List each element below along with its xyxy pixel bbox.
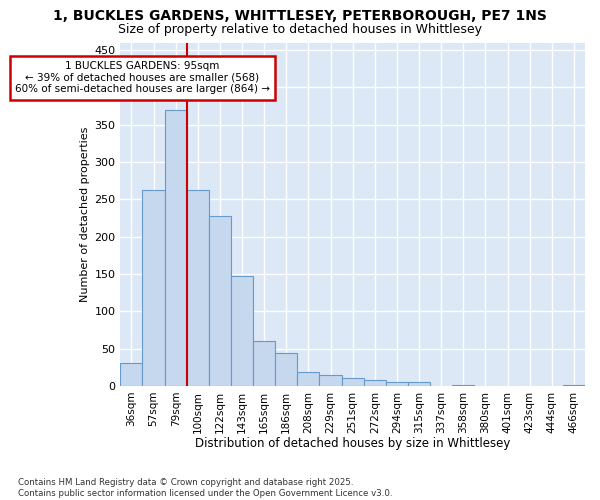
Bar: [408, 382, 430, 386]
Text: 1, BUCKLES GARDENS, WHITTLESEY, PETERBOROUGH, PE7 1NS: 1, BUCKLES GARDENS, WHITTLESEY, PETERBOR…: [53, 9, 547, 23]
Bar: [298, 372, 319, 386]
Bar: [364, 380, 386, 386]
Bar: [253, 341, 275, 386]
Text: 1 BUCKLES GARDENS: 95sqm
← 39% of detached houses are smaller (568)
60% of semi-: 1 BUCKLES GARDENS: 95sqm ← 39% of detach…: [15, 61, 270, 94]
Bar: [341, 378, 364, 386]
Bar: [563, 385, 585, 386]
Bar: [142, 190, 164, 386]
Bar: [452, 385, 475, 386]
Bar: [187, 190, 209, 386]
Bar: [209, 216, 231, 386]
Bar: [231, 276, 253, 386]
Text: Size of property relative to detached houses in Whittlesey: Size of property relative to detached ho…: [118, 22, 482, 36]
X-axis label: Distribution of detached houses by size in Whittlesey: Distribution of detached houses by size …: [195, 437, 511, 450]
Bar: [319, 374, 341, 386]
Bar: [275, 353, 298, 386]
Text: Contains HM Land Registry data © Crown copyright and database right 2025.
Contai: Contains HM Land Registry data © Crown c…: [18, 478, 392, 498]
Bar: [386, 382, 408, 386]
Bar: [164, 110, 187, 386]
Bar: [121, 364, 142, 386]
Y-axis label: Number of detached properties: Number of detached properties: [80, 126, 90, 302]
